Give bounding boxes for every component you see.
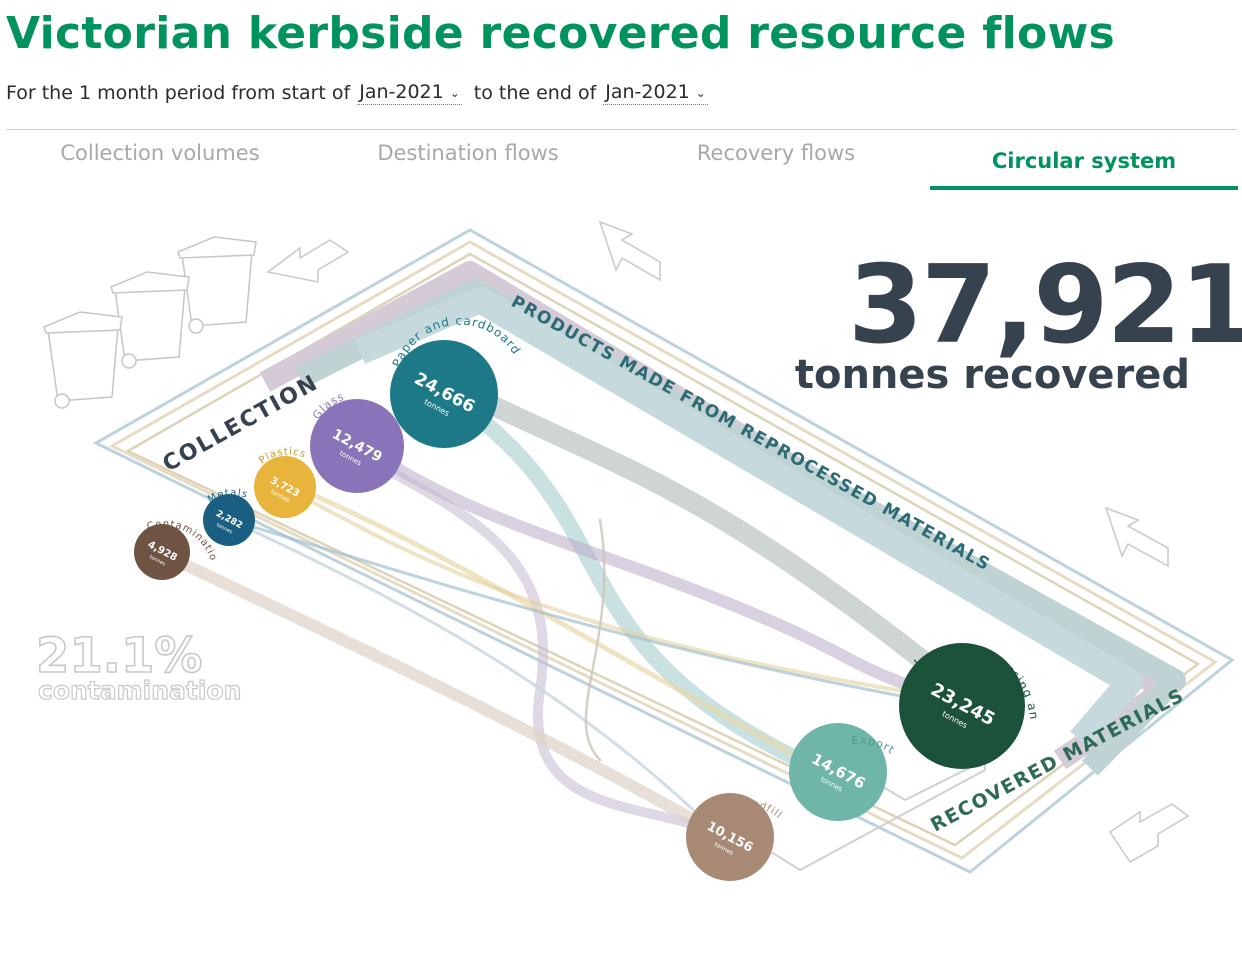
outer-loop-lines — [92, 228, 1235, 874]
destination-node-landfill[interactable]: 10,156 tonnes Landfill — [686, 793, 784, 881]
loop-bands — [259, 261, 1186, 776]
period-mid-text: to the end of — [473, 82, 597, 104]
chevron-down-icon: ⌄ — [449, 86, 460, 100]
circular-system-diagram: COLLECTION PRODUCTS MADE FROM REPROCESSE… — [0, 195, 1235, 881]
start-month-value: Jan-2021 — [359, 81, 444, 103]
tab-destination-flows[interactable]: Destination flows — [377, 141, 559, 165]
arrow-icon — [266, 220, 1190, 863]
tabs-divider — [6, 129, 1237, 130]
source-node-paper[interactable]: 24,666 tonnes Paper and cardboard — [390, 314, 524, 448]
wheelie-bin-icon — [43, 236, 257, 409]
view-tabs: Collection volumes Destination flows Rec… — [6, 130, 1238, 190]
source-node-metals[interactable]: 2,282 tonnes Metals — [203, 488, 255, 546]
contamination-percent: 21.1% — [35, 627, 203, 685]
end-month-select[interactable]: Jan-2021 ⌄ — [603, 81, 708, 105]
source-node-plastics[interactable]: 3,723 tonnes Plastics — [254, 446, 316, 518]
contamination-caption: contamination — [37, 675, 242, 705]
source-node-glass[interactable]: 12,479 tonnes Glass — [310, 390, 404, 493]
period-selector: For the 1 month period from start of Jan… — [6, 79, 720, 107]
tab-recovery-flows[interactable]: Recovery flows — [696, 141, 856, 165]
flow-ribbons — [159, 370, 986, 872]
tab-circular-system[interactable]: Circular system — [930, 130, 1238, 190]
tonnes-recovered-label: tonnes recovered — [794, 352, 1190, 398]
end-month-value: Jan-2021 — [605, 81, 690, 103]
destination-node-export[interactable]: 14,676 tonnes Export — [789, 723, 897, 821]
start-month-select[interactable]: Jan-2021 ⌄ — [357, 81, 462, 105]
period-prefix-text: For the 1 month period from start of — [6, 82, 351, 104]
tab-collection-volumes[interactable]: Collection volumes — [60, 141, 260, 165]
page-title: Victorian kerbside recovered resource fl… — [6, 8, 1116, 59]
chevron-down-icon: ⌄ — [695, 86, 706, 100]
tonnes-recovered-value: 37,921 — [848, 243, 1242, 368]
